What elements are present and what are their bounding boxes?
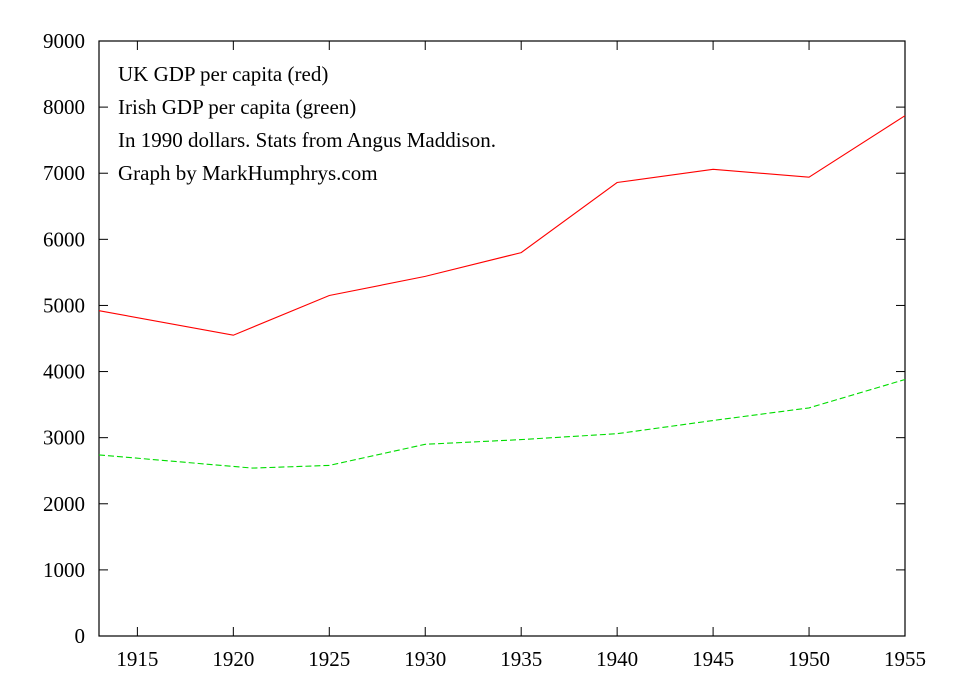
x-tick-label: 1935 xyxy=(500,647,542,671)
y-tick-label: 8000 xyxy=(43,95,85,119)
x-tick-label: 1930 xyxy=(404,647,446,671)
x-tick-label: 1950 xyxy=(788,647,830,671)
y-tick-label: 3000 xyxy=(43,426,85,450)
annotation-irish: Irish GDP per capita (green) xyxy=(118,95,356,119)
x-tick-label: 1955 xyxy=(884,647,926,671)
plot-frame xyxy=(98,40,906,637)
series-lines xyxy=(98,115,906,469)
series-line-2 xyxy=(98,378,906,469)
x-tick-label: 1925 xyxy=(308,647,350,671)
x-tick-label: 1945 xyxy=(692,647,734,671)
x-tick-label: 1940 xyxy=(596,647,638,671)
annotation-source: In 1990 dollars. Stats from Angus Maddis… xyxy=(118,128,496,152)
y-tick-label: 1000 xyxy=(43,558,85,582)
y-tick-label: 7000 xyxy=(43,161,85,185)
x-tick-label: 1920 xyxy=(212,647,254,671)
y-tick-label: 5000 xyxy=(43,293,85,317)
x-tick-label: 1915 xyxy=(116,647,158,671)
y-tick-label: 4000 xyxy=(43,360,85,384)
y-tick-label: 6000 xyxy=(43,227,85,251)
y-tick-label: 9000 xyxy=(43,29,85,53)
annotation-uk: UK GDP per capita (red) xyxy=(118,62,328,86)
annotations: UK GDP per capita (red) Irish GDP per ca… xyxy=(118,62,496,185)
annotation-credit: Graph by MarkHumphrys.com xyxy=(118,161,378,185)
series-line-1 xyxy=(98,115,906,336)
axis-ticks: 1915 1920 1925 1930 1935 1940 1945 1950 1955 0 100… xyxy=(43,29,926,671)
y-tick-label: 2000 xyxy=(43,492,85,516)
y-tick-label: 0 xyxy=(75,624,86,648)
